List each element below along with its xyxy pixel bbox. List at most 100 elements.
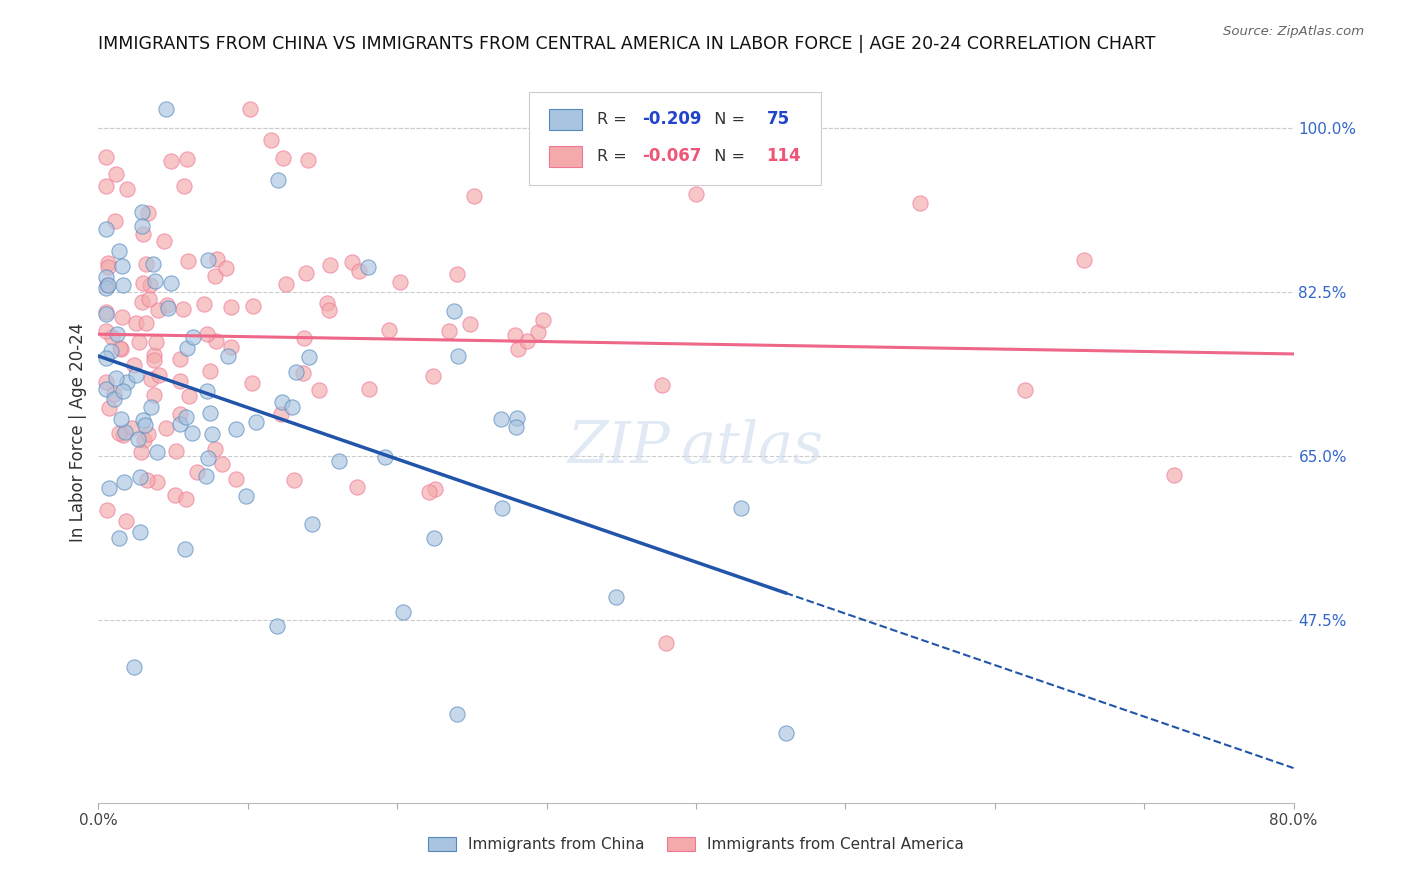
Point <box>908 196 931 211</box>
Point <box>97 401 120 415</box>
Point <box>135 316 157 330</box>
Point <box>219 340 242 354</box>
Point <box>114 425 136 439</box>
Point <box>516 334 538 348</box>
Point <box>318 302 340 317</box>
FancyBboxPatch shape <box>529 92 821 185</box>
Point <box>605 590 627 604</box>
Point <box>131 295 153 310</box>
Point <box>169 352 191 367</box>
Point <box>181 425 204 440</box>
Point <box>301 517 323 532</box>
Point <box>730 500 752 515</box>
Point <box>105 167 128 181</box>
Point <box>117 181 139 195</box>
Point <box>194 468 217 483</box>
Point <box>143 352 166 367</box>
Point <box>374 450 396 464</box>
Point <box>97 256 120 270</box>
Point <box>195 384 218 399</box>
Point <box>111 259 134 273</box>
Point <box>105 326 128 341</box>
Point <box>491 500 513 515</box>
Point <box>284 365 307 379</box>
Point <box>100 343 122 358</box>
Point <box>446 706 468 721</box>
Point <box>136 426 159 441</box>
Point <box>186 466 208 480</box>
Point <box>94 324 117 338</box>
Point <box>128 470 150 484</box>
Point <box>463 188 485 202</box>
Point <box>283 473 305 487</box>
Point <box>114 475 136 490</box>
Point <box>152 235 174 249</box>
Point <box>460 317 482 331</box>
Point <box>775 725 797 739</box>
Point <box>685 186 707 201</box>
Point <box>298 350 321 364</box>
Point <box>103 392 125 406</box>
Point <box>174 492 197 507</box>
Point <box>94 270 117 285</box>
Point <box>200 406 222 420</box>
Point <box>131 205 153 219</box>
Point <box>115 515 138 529</box>
Point <box>308 384 330 398</box>
Point <box>359 382 381 396</box>
Point <box>98 481 121 495</box>
Point <box>143 274 166 288</box>
Point <box>193 297 215 311</box>
Point <box>135 257 157 271</box>
Text: N =: N = <box>704 149 751 164</box>
Point <box>143 348 166 362</box>
Point <box>505 420 527 434</box>
Point <box>142 257 165 271</box>
Point <box>503 328 526 343</box>
Point <box>295 266 318 280</box>
Point <box>173 179 195 194</box>
Point <box>111 384 134 398</box>
Point <box>531 313 554 327</box>
Point <box>340 254 363 268</box>
Point <box>139 277 162 292</box>
Point <box>422 368 444 383</box>
Point <box>105 371 128 385</box>
FancyBboxPatch shape <box>548 109 582 130</box>
Point <box>96 502 118 516</box>
Point <box>297 153 319 168</box>
Point <box>111 278 134 293</box>
Point <box>274 277 297 291</box>
Point <box>142 388 165 402</box>
Point <box>129 445 152 459</box>
Point <box>291 366 314 380</box>
Point <box>169 407 191 421</box>
Point <box>94 382 117 396</box>
Point <box>96 277 118 292</box>
Point <box>198 364 221 378</box>
Point <box>104 213 127 227</box>
Point <box>315 295 337 310</box>
Point <box>101 330 124 344</box>
Point <box>160 276 183 290</box>
Point <box>132 227 155 241</box>
Point <box>97 260 120 274</box>
Point <box>165 444 187 458</box>
Point <box>204 268 226 283</box>
Point <box>155 103 177 117</box>
Point <box>506 411 529 425</box>
Y-axis label: In Labor Force | Age 20-24: In Labor Force | Age 20-24 <box>69 323 87 542</box>
Point <box>200 427 222 442</box>
Point <box>266 618 288 632</box>
Point <box>177 253 200 268</box>
Point <box>121 421 143 435</box>
Point <box>205 334 228 348</box>
Point <box>1163 467 1185 482</box>
Point <box>356 260 378 274</box>
Point <box>217 349 239 363</box>
Point <box>94 222 117 236</box>
Point <box>96 307 118 321</box>
Point <box>145 334 167 349</box>
FancyBboxPatch shape <box>548 146 582 167</box>
Point <box>146 445 169 459</box>
